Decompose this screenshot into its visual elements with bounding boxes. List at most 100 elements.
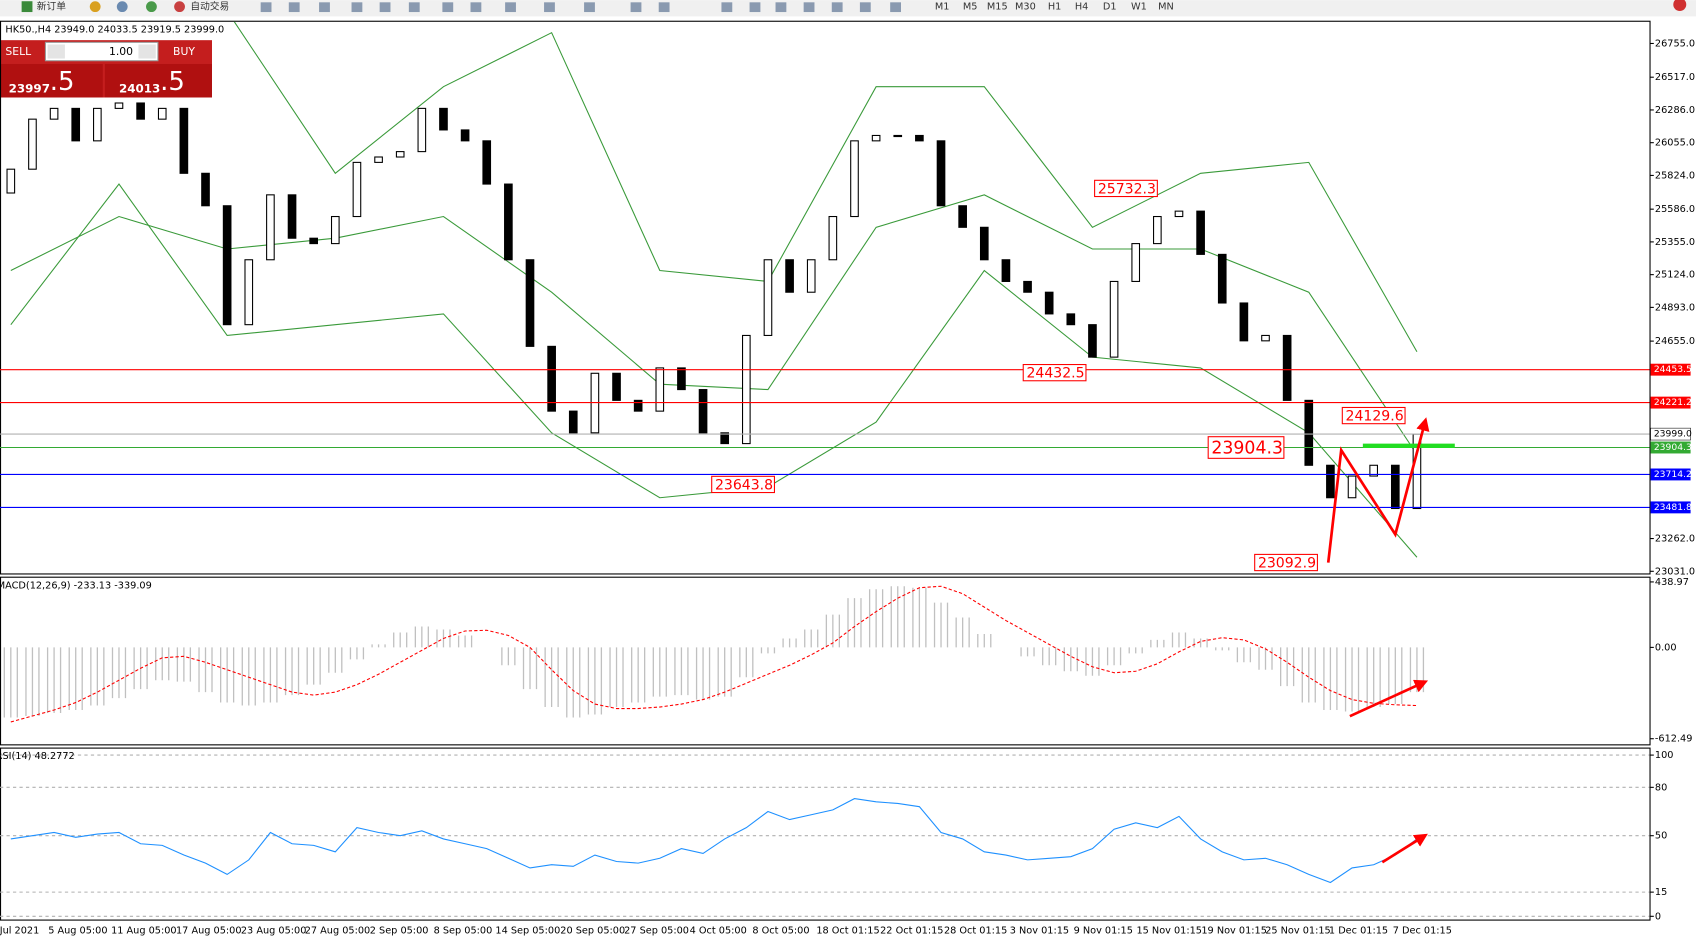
y-tick-label: 24893.0 <box>1655 302 1695 313</box>
auto-trading-button[interactable]: 自动交易 <box>190 0 229 13</box>
candle <box>157 107 167 120</box>
tool-icon[interactable] <box>116 1 128 13</box>
tool-icon[interactable] <box>146 1 157 13</box>
lot-up[interactable] <box>138 44 156 59</box>
candle <box>720 432 730 445</box>
annotation-box <box>1341 406 1406 425</box>
tool-icon[interactable] <box>749 2 761 13</box>
tool-icon[interactable] <box>831 2 843 13</box>
y-tick-label: 23031.0 <box>1655 566 1695 577</box>
time-label: 4 Oct 05:00 <box>690 925 747 936</box>
candle <box>352 161 362 218</box>
tool-icon[interactable] <box>470 2 482 13</box>
tool-icon[interactable] <box>584 2 595 13</box>
y-tick-label: 100 <box>1655 750 1674 761</box>
level-label: 23714.2 <box>1654 469 1692 480</box>
timeframe-button[interactable]: H1 <box>1048 2 1062 13</box>
candle <box>1369 464 1378 477</box>
candle <box>763 259 773 336</box>
timeframe-button[interactable]: MN <box>1158 2 1174 13</box>
sell-button[interactable]: SELL <box>5 45 31 58</box>
drawn-arrow <box>1349 679 1429 718</box>
buy-price[interactable]: 24013 <box>119 81 160 95</box>
timeframe-button[interactable]: M15 <box>987 2 1008 13</box>
candle <box>309 237 318 245</box>
lot-field[interactable] <box>44 41 159 62</box>
tool-icon[interactable] <box>260 2 272 13</box>
plot-area: HK50.,H4 23949.0 24033.5 23919.5 23999.0 <box>5 21 1422 558</box>
y-tick-label: 438.97 <box>1655 577 1689 588</box>
annotation-box <box>1022 363 1087 382</box>
level-label-box <box>1650 363 1691 376</box>
tool-icon[interactable] <box>505 2 516 13</box>
candle <box>49 107 59 120</box>
time-label: 11 Aug 05:00 <box>111 925 177 936</box>
candle <box>374 156 383 163</box>
candle <box>244 259 254 326</box>
tool-icon[interactable] <box>859 2 871 13</box>
tool-icon[interactable] <box>658 2 670 13</box>
level-label-box <box>1650 396 1691 409</box>
tool-icon[interactable] <box>408 2 420 13</box>
tool-icon[interactable] <box>803 2 815 13</box>
lot-value[interactable]: 1.00 <box>109 45 133 58</box>
tool-icon[interactable] <box>351 2 363 13</box>
timeframe-button[interactable]: D1 <box>1103 2 1117 13</box>
new-order-icon[interactable] <box>21 1 33 13</box>
candle <box>6 168 16 194</box>
signal-line <box>10 585 1417 723</box>
level-label-box <box>1650 468 1691 481</box>
candle <box>136 102 145 120</box>
tool-icon[interactable] <box>442 2 454 13</box>
tool-icon[interactable] <box>379 2 391 13</box>
buy-price-fraction[interactable]: .5 <box>160 67 185 97</box>
annotation-box <box>711 475 775 494</box>
time-label: 18 Oct 01:15 <box>816 925 879 936</box>
buy-price-box[interactable] <box>104 63 212 98</box>
candle <box>1196 210 1205 255</box>
candle <box>1023 280 1032 293</box>
sell-price-fraction[interactable]: .5 <box>50 67 75 97</box>
tool-icon[interactable] <box>630 2 642 13</box>
buy-button[interactable]: BUY <box>173 45 195 58</box>
candle <box>482 140 492 185</box>
timeframe-button[interactable]: M5 <box>963 2 978 13</box>
rsi-line <box>10 798 1418 884</box>
level-label: 24453.5 <box>1654 364 1692 375</box>
candle <box>1088 324 1097 358</box>
time-label: 15 Nov 01:15 <box>1136 925 1202 936</box>
time-label: 1 Dec 01:15 <box>1329 925 1388 936</box>
tool-icon[interactable] <box>288 2 300 13</box>
new-order-button[interactable]: 新订单 <box>37 0 66 13</box>
timeframe-button[interactable]: W1 <box>1131 2 1147 13</box>
candle <box>915 134 924 142</box>
candle <box>568 410 578 434</box>
tool-icon[interactable] <box>319 2 330 13</box>
candle <box>1282 334 1292 401</box>
tool-icon[interactable] <box>544 2 555 13</box>
lot-down[interactable] <box>47 44 65 59</box>
band-upper <box>233 21 1418 353</box>
y-tick-label: 50 <box>1655 831 1667 842</box>
candle <box>93 107 102 142</box>
sell-price[interactable]: 23997 <box>9 81 50 95</box>
candle <box>28 118 37 170</box>
tool-icon[interactable] <box>721 2 733 13</box>
main-panel-frame <box>0 20 1651 575</box>
timeframe-button[interactable]: H4 <box>1075 2 1089 13</box>
tool-icon[interactable] <box>775 2 787 13</box>
y-tick-label: 25586.0 <box>1655 204 1695 215</box>
candle <box>742 334 751 445</box>
sell-price-box[interactable] <box>0 63 103 98</box>
candle <box>1044 291 1054 315</box>
tool-icon[interactable] <box>89 1 101 13</box>
timeframe-button[interactable]: M1 <box>935 2 950 13</box>
level-label-box <box>1650 501 1691 514</box>
candle <box>504 183 513 261</box>
alert-icon[interactable] <box>1673 0 1687 11</box>
candle <box>287 194 297 239</box>
timeframe-button[interactable]: M30 <box>1015 2 1036 13</box>
tool-icon[interactable] <box>890 2 901 13</box>
auto-trading-icon[interactable] <box>174 1 185 13</box>
